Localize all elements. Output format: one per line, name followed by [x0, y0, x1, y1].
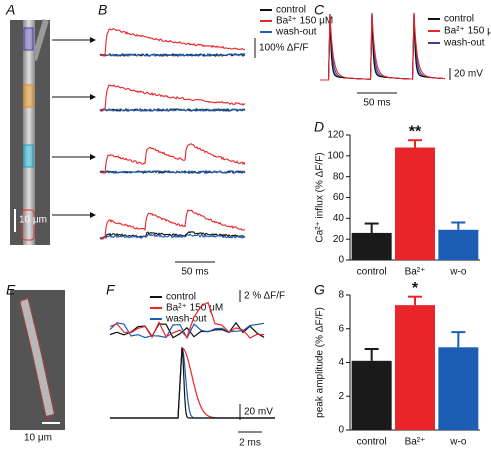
trace	[99, 28, 246, 57]
trace	[320, 13, 445, 81]
y-tick-label: 6	[338, 323, 344, 334]
trace	[109, 321, 265, 339]
bar	[395, 305, 435, 430]
y-tick-label: 120	[327, 130, 344, 141]
image-a	[10, 19, 50, 245]
x-tick-label: Ba²⁺	[405, 267, 426, 278]
legend-label: control	[276, 5, 306, 16]
legend-label: wash-out	[275, 27, 317, 38]
arrows	[52, 37, 96, 218]
y-tick-label: 8	[338, 290, 344, 301]
x-tick-label: Ba²⁺	[405, 437, 426, 448]
scale-label: 50 ms	[363, 98, 390, 109]
legend-label: Ba²⁺ 150 μM	[444, 26, 491, 37]
trace	[99, 143, 246, 174]
panel-label: D	[314, 119, 324, 135]
y-tick-label: 40	[333, 213, 345, 224]
x-tick-label: control	[357, 437, 387, 448]
legend-label: control	[166, 292, 196, 303]
trace	[99, 209, 246, 240]
panel-label: E	[6, 282, 16, 298]
y-tick-label: 2	[338, 391, 344, 402]
bar	[351, 360, 392, 430]
legend-label: wash-out	[165, 314, 207, 325]
panel-label: C	[314, 2, 325, 18]
trace	[99, 52, 246, 57]
y-tick-label: 0	[338, 255, 344, 266]
y-axis-label: peak amplitude (% ΔF/F)	[315, 307, 326, 418]
legend-label: Ba²⁺ 150 μM	[276, 16, 333, 27]
trace	[109, 301, 265, 339]
panel-label: F	[106, 282, 116, 298]
legend-label: control	[444, 14, 474, 25]
scale-bars	[175, 38, 451, 433]
y-tick-label: 60	[333, 192, 345, 203]
bar	[395, 147, 435, 260]
y-tick-label: 4	[338, 357, 344, 368]
y-tick-label: 100	[327, 150, 344, 161]
legend-label: wash-out	[443, 38, 485, 49]
scale-label: 50 ms	[181, 267, 208, 278]
scale-label: 2 % ΔF/F	[244, 291, 285, 302]
y-tick-label: 80	[333, 171, 345, 182]
trace	[99, 107, 246, 113]
panel-label: G	[314, 282, 325, 298]
x-tick-label: w-o	[449, 267, 467, 278]
scale-label: 10 μm	[24, 433, 52, 444]
trace	[320, 13, 445, 81]
trace	[320, 13, 445, 81]
scale-label: 10 μm	[19, 215, 47, 226]
panel-label: A	[5, 2, 15, 18]
bar	[438, 229, 479, 260]
scale-label: 2 ms	[239, 438, 261, 449]
trace	[320, 13, 445, 81]
y-tick-label: 0	[338, 425, 344, 436]
significance: **	[409, 123, 422, 140]
panel-label: B	[98, 2, 107, 18]
bar	[438, 347, 479, 430]
scale-label: 20 mV	[244, 407, 273, 418]
y-tick-label: 20	[333, 234, 345, 245]
trace	[110, 347, 275, 419]
bar	[351, 232, 392, 260]
trace	[99, 169, 246, 175]
x-tick-label: w-o	[449, 437, 467, 448]
trace	[99, 233, 246, 240]
scale-label: 20 mV	[454, 69, 483, 80]
scale-label: 100% ΔF/F	[259, 43, 308, 54]
significance: *	[412, 280, 419, 297]
trace	[99, 231, 246, 240]
image-e	[10, 290, 65, 430]
x-tick-label: control	[357, 267, 387, 278]
trace	[100, 84, 246, 112]
legend-label: Ba²⁺ 150 μM	[166, 303, 223, 314]
y-axis-label: Ca²⁺ influx (% ΔF/F)	[315, 152, 326, 242]
